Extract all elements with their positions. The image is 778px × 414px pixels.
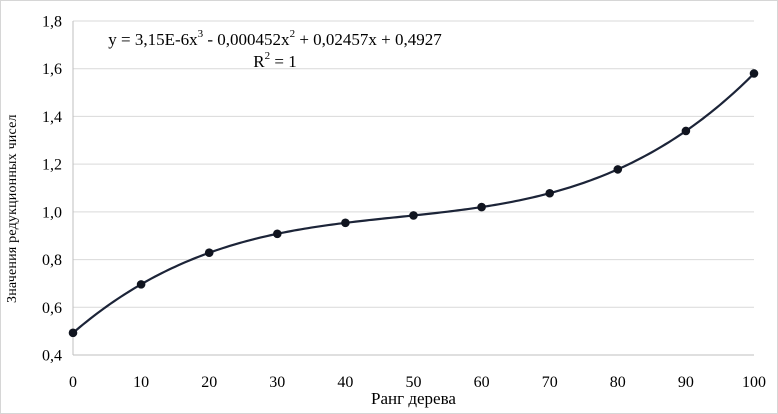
data-point-marker — [68, 328, 78, 338]
x-tick-label: 0 — [69, 374, 77, 391]
x-tick-label: 70 — [542, 374, 558, 391]
data-point-marker — [681, 126, 691, 136]
data-point-marker — [613, 165, 623, 174]
y-tick-label: 1,8 — [42, 14, 62, 31]
x-tick-label: 20 — [201, 374, 217, 391]
data-point-marker — [273, 229, 282, 239]
y-tick-label: 1,6 — [42, 61, 62, 78]
x-axis-title: Ранг дерева — [371, 389, 456, 408]
x-tick-label: 10 — [133, 374, 149, 391]
data-point-marker — [341, 218, 350, 228]
y-tick-label: 1,2 — [42, 157, 62, 174]
trendline-equation: y = 3,15E-6x3 - 0,000452x2 + 0,02457x + … — [89, 29, 461, 51]
equation-superscript: 2 — [289, 28, 296, 41]
equation-text: y = 3,15E-6x — [108, 30, 198, 49]
data-point-marker — [545, 188, 554, 198]
x-tick-label: 80 — [610, 374, 626, 391]
data-point-marker — [409, 211, 418, 220]
x-tick-label: 100 — [742, 374, 766, 391]
equation-superscript: 3 — [197, 28, 204, 41]
equation-text: R — [253, 52, 265, 71]
trendline-annotation: y = 3,15E-6x3 - 0,000452x2 + 0,02457x + … — [89, 29, 461, 73]
y-tick-label: 0,8 — [42, 252, 62, 269]
y-axis-title: Значения редукционных чисел — [5, 114, 20, 304]
y-tick-label: 0,6 — [42, 300, 62, 317]
equation-text: - 0,000452x — [203, 30, 290, 49]
series-line — [71, 72, 756, 334]
x-tick-label: 40 — [337, 374, 353, 391]
data-point-marker — [477, 202, 486, 212]
equation-text: + 0,02457x + 0,4927 — [295, 30, 442, 49]
trendline-r-squared: R2 = 1 — [89, 51, 461, 73]
y-tick-label: 0,4 — [42, 348, 62, 365]
data-point-marker — [749, 69, 759, 78]
y-tick-label: 1,0 — [42, 204, 62, 221]
x-tick-label: 50 — [406, 374, 422, 391]
data-point-marker — [204, 248, 214, 257]
x-tick-label: 60 — [474, 374, 490, 391]
data-point-marker — [136, 280, 146, 289]
x-tick-label: 30 — [269, 374, 285, 391]
equation-superscript: 2 — [264, 50, 271, 63]
y-tick-label: 1,4 — [42, 109, 62, 126]
x-tick-label: 90 — [678, 374, 694, 391]
equation-text: = 1 — [270, 52, 297, 71]
